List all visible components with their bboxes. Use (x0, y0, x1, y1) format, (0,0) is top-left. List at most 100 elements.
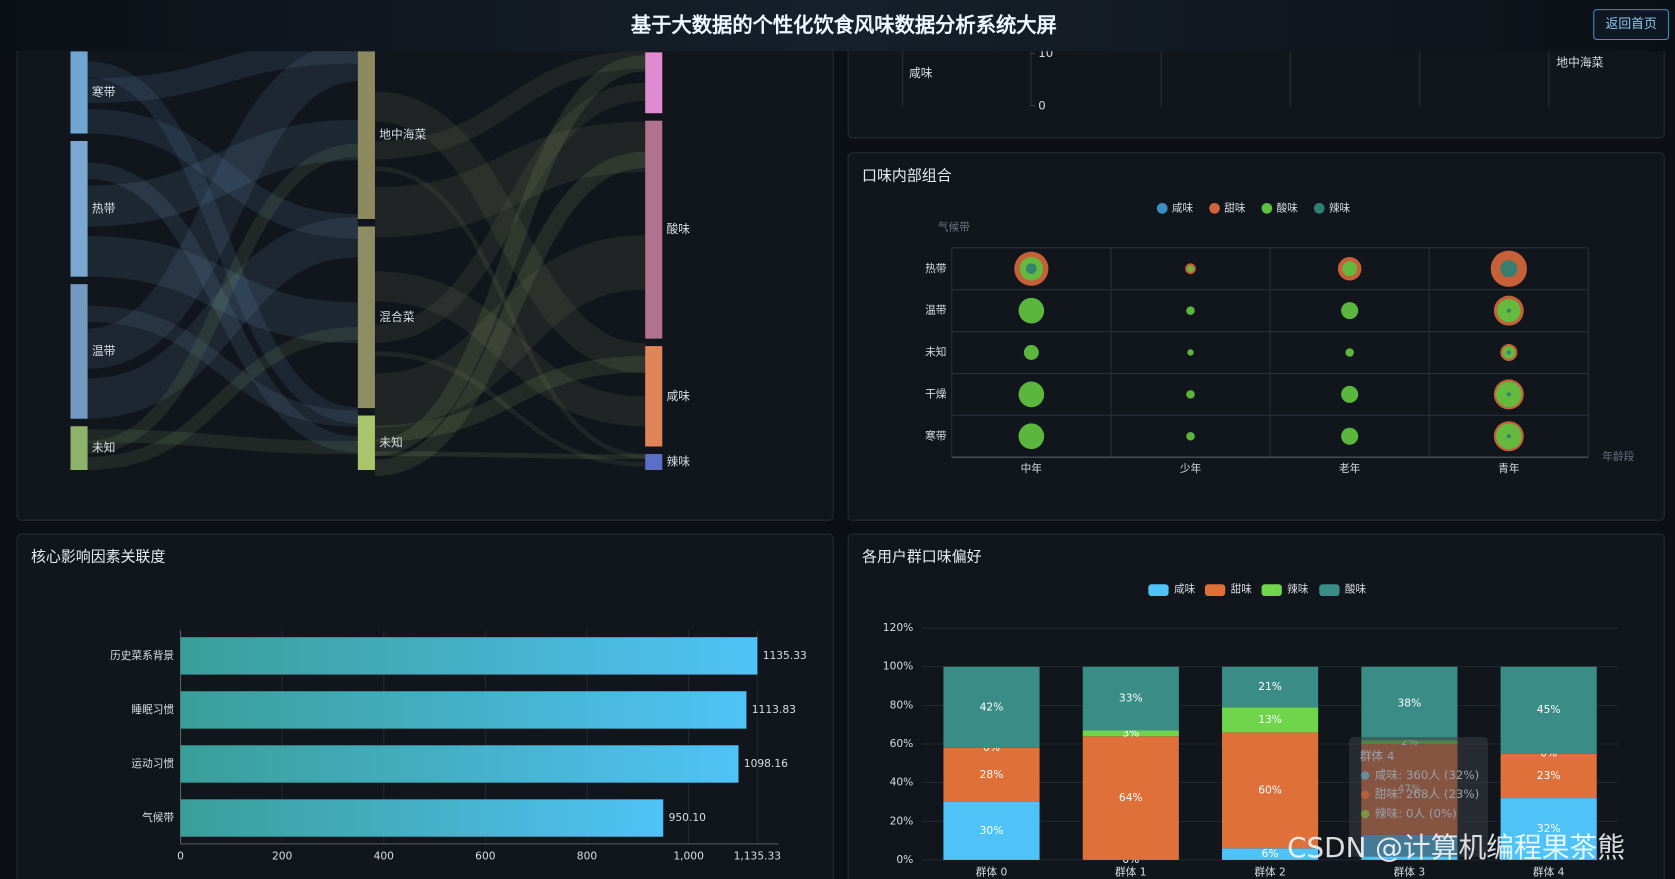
value-label: 13% (1258, 713, 1282, 726)
sankey-node (70, 141, 88, 277)
x-tick-label: 群体 0 (976, 866, 1008, 879)
legend-swatch (1319, 584, 1340, 597)
x-tick-label: 600 (475, 850, 496, 863)
bubble (1341, 302, 1359, 320)
value-label: 23% (1537, 769, 1561, 782)
bubble (1342, 261, 1358, 277)
bubble (1506, 308, 1511, 313)
sankey-link (86, 41, 360, 369)
sankey-label: 咸味 (667, 389, 691, 403)
tooltip (1349, 737, 1489, 857)
value-label: 950.10 (669, 811, 707, 824)
sankey-link (374, 166, 646, 459)
tooltip-dot (1360, 771, 1370, 780)
y-tick-label: 未知 (925, 346, 946, 359)
bubble (1500, 260, 1518, 278)
bar (180, 637, 758, 675)
sankey-node (70, 426, 88, 471)
x-tick-label: 1,000 (673, 850, 704, 863)
panel-title: 口味内部组合 (862, 166, 952, 184)
bubble (1026, 263, 1037, 275)
x-tick-label: 少年 (1180, 462, 1202, 475)
legend-label: 辣味 (1329, 201, 1351, 214)
panel (16, 0, 834, 521)
sankey-link (374, 82, 646, 343)
tooltip-line: 咸味: 360人 (32%) (1375, 768, 1479, 782)
sankey-link (87, 119, 358, 227)
y-tick-label: 0 (1038, 98, 1045, 112)
legend-swatch (1313, 202, 1325, 214)
y-tick-label: 60% (890, 737, 914, 750)
sankey-link (374, 451, 646, 460)
bar (180, 745, 739, 783)
value-label: 64% (1119, 791, 1143, 804)
sankey-node (645, 120, 663, 339)
y-tick-label: 气候带 (142, 811, 174, 824)
sankey-node (357, 51, 375, 219)
legend-label: 咸味 (1174, 583, 1196, 596)
bar-segment (943, 801, 1040, 860)
sankey-label: 温带 (92, 344, 116, 358)
sankey-node (357, 415, 375, 471)
y-tick-label: 寒带 (925, 429, 947, 442)
panel (847, 152, 1665, 521)
legend-label: 咸味 (1172, 201, 1194, 214)
bar-segment (1222, 848, 1319, 860)
sankey-node (645, 453, 663, 471)
y-tick-label: 40% (890, 776, 914, 789)
bubble (1186, 306, 1195, 315)
tooltip-dot (1360, 809, 1370, 819)
header-title: 基于大数据的个性化饮食风味数据分析系统大屏 (630, 13, 1057, 37)
watermark: CSDN @计算机编程果茶熊 (1287, 831, 1625, 864)
legend-label: 甜味 (1224, 201, 1246, 214)
back-button[interactable] (1593, 9, 1670, 41)
value-label: 42% (980, 700, 1004, 713)
sankey-label: 酸味 (667, 222, 691, 236)
sankey-link (87, 61, 359, 424)
sankey-link (87, 429, 358, 455)
bubble (1341, 427, 1359, 445)
x-tick-label: 群体 3 (1394, 866, 1426, 879)
bar (180, 691, 747, 729)
y-tick-label: 温带 (925, 304, 947, 317)
y-tick-label: 0% (896, 853, 913, 866)
bar-segment (1082, 730, 1179, 737)
value-label: 1113.83 (752, 703, 796, 716)
x-tick-label: 1,135.33 (734, 850, 782, 863)
bubble (1345, 348, 1354, 357)
x-tick-label: 群体 4 (1533, 866, 1565, 879)
sankey-link (374, 351, 646, 467)
legend-swatch (1156, 202, 1168, 214)
sankey-node (645, 346, 663, 447)
bubble (1186, 390, 1195, 399)
value-label: 33% (1119, 692, 1143, 705)
sankey-link (87, 327, 358, 471)
charts: 寒带热带温带未知地中海菜混合菜未知酸味咸味辣味010咸味地中海菜口味内部组合咸味… (31, 38, 1635, 879)
x-tick-label: 800 (577, 850, 598, 863)
sankey-link (87, 305, 358, 427)
sankey-link (374, 91, 647, 374)
bar-segment (1222, 707, 1319, 733)
y-tick-label: 历史菜系背景 (110, 649, 174, 662)
sankey-link (87, 143, 359, 454)
bubble (1018, 297, 1045, 324)
bar (180, 799, 664, 837)
x-tick-label: 群体 2 (1254, 866, 1286, 879)
y-tick-label: 干燥 (925, 387, 947, 400)
back-button-label[interactable]: 返回首页 (1606, 17, 1657, 32)
bubble (1187, 349, 1194, 356)
value-label: 1135.33 (763, 649, 807, 662)
bar-segment (1082, 666, 1179, 731)
header-bar (0, 0, 1675, 52)
bar-segment (943, 666, 1040, 748)
legend-swatch (1261, 202, 1273, 214)
bar-segment (1222, 732, 1319, 849)
bar-segment (1500, 798, 1597, 860)
y-tick-label: 运动习惯 (131, 757, 174, 770)
panel-title: 核心影响因素关联度 (31, 548, 165, 566)
value-label: 6% (1262, 847, 1279, 860)
sankey-node (70, 284, 88, 419)
bar-segment (1361, 666, 1458, 741)
value-label: 38% (1398, 696, 1422, 709)
